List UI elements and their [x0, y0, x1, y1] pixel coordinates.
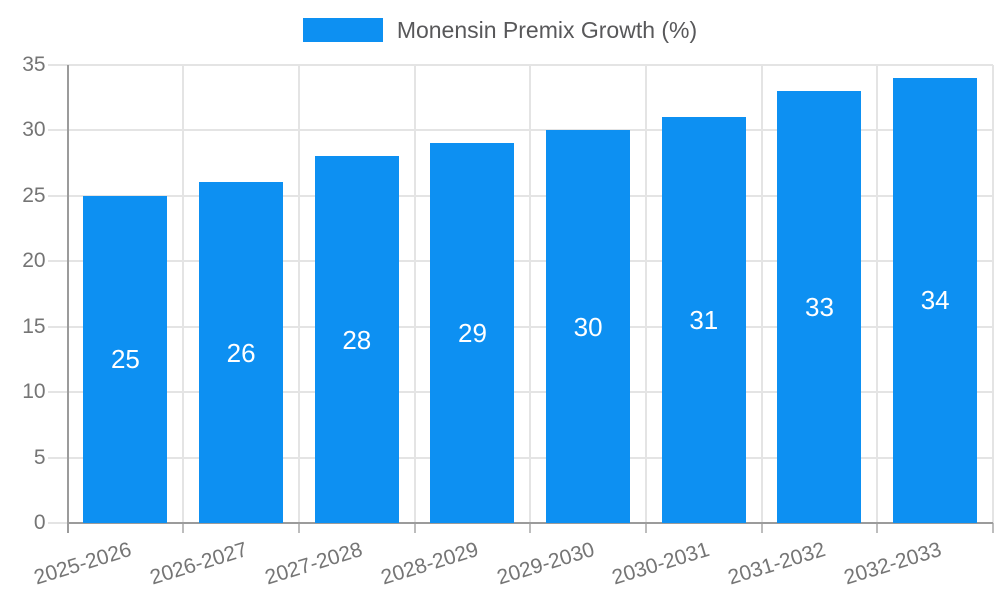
- x-gridline: [876, 64, 879, 523]
- y-tick: [47, 63, 68, 66]
- legend-label: Monensin Premix Growth (%): [396, 17, 698, 43]
- y-tick: [47, 194, 68, 197]
- x-tick: [992, 523, 994, 533]
- bar[interactable]: [199, 182, 284, 523]
- bar[interactable]: [430, 143, 515, 523]
- y-tick: [47, 391, 68, 393]
- x-gridline: [760, 64, 763, 523]
- x-tick-label: 2025-2026: [31, 538, 135, 590]
- x-tick-label: 2030-2031: [609, 538, 713, 590]
- y-tick: [47, 325, 68, 328]
- x-tick: [760, 523, 763, 533]
- x-gridline: [297, 64, 300, 523]
- bar[interactable]: [83, 195, 168, 523]
- x-tick-label: 2029-2030: [494, 538, 597, 590]
- bar-value-label: 31: [689, 304, 719, 335]
- y-tick: [47, 129, 68, 131]
- y-tick: [47, 456, 68, 459]
- y-tick: [47, 260, 68, 262]
- x-tick: [876, 523, 879, 533]
- x-tick-label: 2028-2029: [378, 538, 482, 590]
- y-tick-label: 20: [22, 249, 46, 272]
- bar[interactable]: [314, 156, 399, 523]
- y-tick-label: 10: [22, 380, 46, 403]
- y-axis-line: [66, 64, 69, 533]
- x-gridline: [992, 64, 994, 523]
- x-tick: [529, 523, 532, 533]
- x-tick: [297, 523, 300, 533]
- bar[interactable]: [893, 77, 978, 523]
- bar-value-label: 33: [805, 291, 834, 322]
- bar-value-label: 29: [457, 318, 487, 349]
- bar-value-label: 28: [342, 324, 372, 355]
- y-tick-label: 35: [22, 52, 46, 76]
- bar-value-label: 25: [110, 344, 140, 375]
- x-gridline: [413, 64, 416, 523]
- x-gridline: [529, 64, 532, 523]
- x-tick-label: 2027-2028: [262, 538, 366, 590]
- x-tick-label: 2032-2033: [841, 538, 944, 590]
- x-tick: [413, 523, 416, 533]
- x-tick: [182, 523, 185, 533]
- y-tick-label: 15: [22, 314, 46, 338]
- x-gridline: [182, 64, 185, 523]
- y-tick-label: 30: [22, 118, 46, 141]
- bar-value-label: 34: [920, 285, 950, 316]
- legend[interactable]: Monensin Premix Growth (%): [0, 17, 1000, 43]
- x-gridline: [644, 64, 647, 523]
- y-tick-label: 0: [33, 511, 46, 534]
- x-axis-line: [67, 522, 993, 524]
- bar[interactable]: [661, 116, 746, 523]
- bar-value-label: 26: [226, 337, 256, 368]
- y-tick: [47, 522, 68, 524]
- bar[interactable]: [777, 90, 862, 523]
- legend-swatch-icon: [302, 18, 383, 42]
- bar-value-label: 30: [573, 311, 603, 342]
- x-tick-label: 2031-2032: [725, 538, 829, 590]
- bar[interactable]: [546, 130, 631, 523]
- x-tick: [644, 523, 647, 533]
- x-tick-label: 2026-2027: [147, 538, 250, 590]
- y-tick-label: 5: [33, 445, 46, 469]
- y-tick-label: 25: [22, 183, 46, 207]
